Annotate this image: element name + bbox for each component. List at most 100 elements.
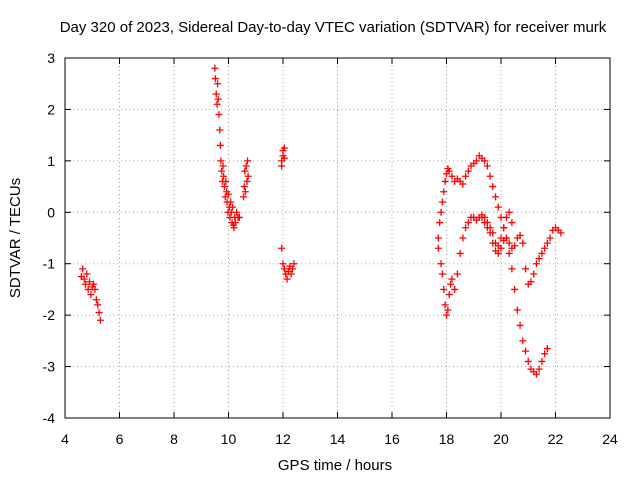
data-point [508,265,516,273]
data-point [229,203,237,211]
data-point [489,239,497,247]
data-point [464,167,472,175]
data-point [486,229,494,237]
data-point [215,111,223,119]
data-point [436,219,444,227]
data-point [220,172,228,180]
data-point [80,275,88,283]
data-point [278,244,286,252]
data-point [546,234,554,242]
data-point [543,239,551,247]
data-point [462,172,470,180]
data-point [481,219,489,227]
data-point [497,234,505,242]
data-point [522,347,530,355]
data-point [91,285,99,293]
data-point [213,100,221,108]
data-point [532,260,540,268]
data-point [87,291,95,299]
data-point [434,244,442,252]
data-point [513,306,521,314]
series-arc6 [434,152,551,378]
data-point [81,280,89,288]
data-point [90,280,98,288]
data-point [557,229,565,237]
data-point [502,213,510,221]
data-point [519,337,527,345]
data-point [83,270,91,278]
data-point [438,198,446,206]
data-point [448,275,456,283]
y-tick-label: 3 [47,50,55,66]
data-point [511,242,519,250]
data-point [500,224,508,232]
data-point [505,208,513,216]
data-point [462,224,470,232]
data-point [212,90,220,98]
data-point [527,278,535,286]
x-tick-label: 16 [384,431,400,447]
data-point [218,167,226,175]
series-arc5 [278,244,298,283]
data-point [483,162,491,170]
y-tick-label: 2 [47,101,55,117]
y-tick-label: -4 [43,410,56,426]
data-point [494,242,502,250]
data-point [244,157,252,165]
data-point [233,208,241,216]
y-tick-label: -3 [43,359,56,375]
axis-ticks [64,57,611,419]
data-point [219,162,227,170]
data-point [459,234,467,242]
series-arc8 [478,208,516,255]
y-tick-label: -1 [43,256,56,272]
data-point [94,301,102,309]
data-point [486,172,494,180]
chart-title: Day 320 of 2023, Sidereal Day-to-day VTE… [60,19,607,36]
y-tick-label: 0 [47,204,55,220]
data-point [96,316,104,324]
y-tick-labels: -4 -3 -2 -1 0 1 2 3 [43,50,56,426]
data-point [505,249,513,257]
x-tick-label: 10 [221,431,237,447]
data-point [241,188,249,196]
data-point [508,219,516,227]
x-tick-label: 18 [439,431,455,447]
data-point [240,183,248,191]
data-point [538,357,546,365]
data-point [535,255,543,263]
data-point [445,291,453,299]
data-point [516,321,524,329]
data-point [92,296,100,304]
data-point [283,275,291,283]
data-point [290,260,298,268]
data-point [453,270,461,278]
data-point [543,345,551,353]
data-point [483,224,491,232]
series-arc2 [211,64,243,232]
data-point [535,365,543,373]
data-point [235,213,243,221]
data-point [222,177,230,185]
grid-lines [65,58,610,418]
data-point [289,265,297,273]
x-tick-label: 8 [170,431,178,447]
data-point [437,208,445,216]
data-point [242,162,250,170]
data-point [441,301,449,309]
data-point [519,239,527,247]
data-point [451,285,459,293]
y-axis-label: SDTVAR / TECUs [7,178,24,298]
y-tick-label: 1 [47,153,55,169]
data-point [489,183,497,191]
data-point [280,154,288,162]
data-point [472,157,480,165]
data-point [211,75,219,83]
data-point [441,177,449,185]
data-point [511,285,519,293]
data-point [438,270,446,278]
data-point [84,285,92,293]
data-point [481,157,489,165]
data-point [211,64,219,72]
